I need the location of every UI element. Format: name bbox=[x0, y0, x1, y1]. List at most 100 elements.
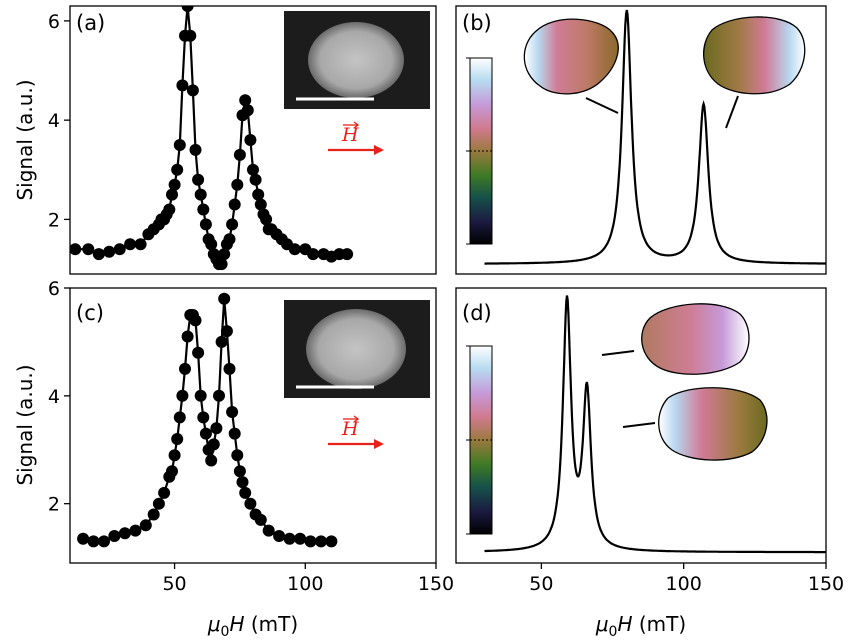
data-point bbox=[325, 535, 338, 548]
data-point bbox=[108, 530, 121, 542]
mag-map-d-lower bbox=[658, 387, 768, 461]
inset-micrograph-a bbox=[284, 11, 430, 109]
panel-d-frame bbox=[455, 287, 827, 564]
data-point bbox=[181, 6, 194, 12]
y-tick-label: 2 bbox=[48, 209, 60, 231]
data-point bbox=[304, 535, 317, 548]
data-point bbox=[228, 427, 241, 440]
panel-c-tag: (c) bbox=[76, 301, 104, 325]
data-point bbox=[199, 427, 212, 440]
data-point bbox=[207, 438, 220, 451]
data-point bbox=[341, 248, 354, 261]
panel-c-xlabel: μ0H (mT) bbox=[207, 612, 298, 640]
y-tick-label: 6 bbox=[48, 11, 60, 33]
data-point bbox=[194, 188, 207, 201]
data-point bbox=[139, 519, 152, 532]
data-point bbox=[166, 465, 178, 478]
mag-map-b-right bbox=[702, 16, 806, 95]
x-tick-label: 150 bbox=[808, 573, 844, 595]
data-point bbox=[70, 243, 82, 256]
data-point bbox=[87, 535, 100, 548]
data-point bbox=[176, 79, 189, 92]
data-point bbox=[220, 325, 233, 338]
field-label-c: H bbox=[341, 418, 359, 440]
data-point bbox=[194, 389, 207, 402]
panel-b: (b) bbox=[455, 5, 827, 275]
field-arrow-a: H bbox=[328, 121, 384, 155]
data-point bbox=[233, 465, 246, 478]
data-point bbox=[163, 203, 176, 216]
pointer-d-lower bbox=[622, 422, 656, 428]
data-point bbox=[186, 84, 199, 97]
data-point bbox=[173, 411, 186, 424]
x-tick-label: 150 bbox=[418, 573, 454, 595]
x-tick-label: 100 bbox=[287, 573, 323, 595]
data-point bbox=[113, 243, 126, 256]
panel-d-xlabel: μ0H (mT) bbox=[595, 612, 686, 640]
data-point bbox=[179, 362, 191, 375]
data-point bbox=[244, 134, 257, 146]
data-point bbox=[134, 238, 147, 251]
panel-b-frame bbox=[455, 5, 827, 275]
pointer-b-left bbox=[585, 97, 619, 114]
data-point bbox=[192, 173, 205, 186]
data-point bbox=[218, 292, 231, 305]
data-point bbox=[239, 94, 252, 107]
data-point bbox=[223, 233, 236, 246]
data-point bbox=[231, 178, 244, 191]
data-point bbox=[166, 188, 178, 201]
mag-map-d-upper bbox=[641, 303, 750, 375]
data-point bbox=[197, 411, 210, 424]
data-point bbox=[247, 163, 259, 176]
data-point bbox=[103, 245, 116, 258]
data-point bbox=[77, 532, 90, 545]
data-point bbox=[171, 163, 184, 176]
data-point bbox=[189, 143, 202, 156]
data-point bbox=[228, 198, 241, 211]
pointer-d-upper bbox=[601, 350, 635, 356]
data-point bbox=[129, 524, 142, 537]
data-point bbox=[118, 527, 131, 540]
data-point bbox=[205, 238, 218, 251]
data-point bbox=[213, 389, 225, 402]
data-point bbox=[215, 335, 228, 348]
panel-c-frame bbox=[69, 287, 437, 564]
y-tick-label: 4 bbox=[48, 110, 60, 132]
data-point bbox=[168, 449, 181, 462]
data-point bbox=[226, 406, 239, 418]
data-point bbox=[231, 449, 244, 462]
data-point bbox=[218, 248, 231, 261]
data-point bbox=[254, 198, 267, 211]
data-point bbox=[189, 314, 202, 327]
panel-a-ylabel: Signal (a.u.) bbox=[13, 79, 37, 200]
data-point bbox=[192, 346, 205, 359]
y-tick-label: 4 bbox=[48, 386, 60, 408]
data-point bbox=[205, 454, 218, 467]
mag-map-b-left bbox=[523, 18, 619, 95]
simulated-curve bbox=[484, 295, 826, 554]
x-tick-label: 100 bbox=[666, 573, 702, 595]
x-tick-label: 50 bbox=[162, 573, 186, 595]
inset-micrograph-c bbox=[284, 300, 430, 398]
field-label-a: H bbox=[341, 124, 359, 146]
data-point bbox=[124, 238, 137, 251]
data-point bbox=[199, 218, 212, 231]
data-point bbox=[171, 433, 184, 445]
panel-a: (a) H 2 4 6 Signal (a.u.) bbox=[13, 5, 437, 275]
data-point bbox=[223, 362, 236, 375]
data-point bbox=[184, 29, 197, 42]
colorbar-b bbox=[466, 57, 493, 245]
y-tick-label: 6 bbox=[48, 278, 60, 300]
data-point bbox=[241, 104, 254, 117]
data-point bbox=[236, 476, 249, 489]
data-point bbox=[147, 508, 160, 521]
data-point bbox=[98, 535, 110, 548]
data-point bbox=[262, 524, 275, 537]
data-point bbox=[233, 148, 246, 161]
data-point bbox=[168, 178, 181, 191]
data-point bbox=[283, 532, 296, 545]
data-point bbox=[197, 203, 210, 216]
data-point bbox=[254, 513, 267, 526]
simulated-curve bbox=[484, 9, 826, 265]
